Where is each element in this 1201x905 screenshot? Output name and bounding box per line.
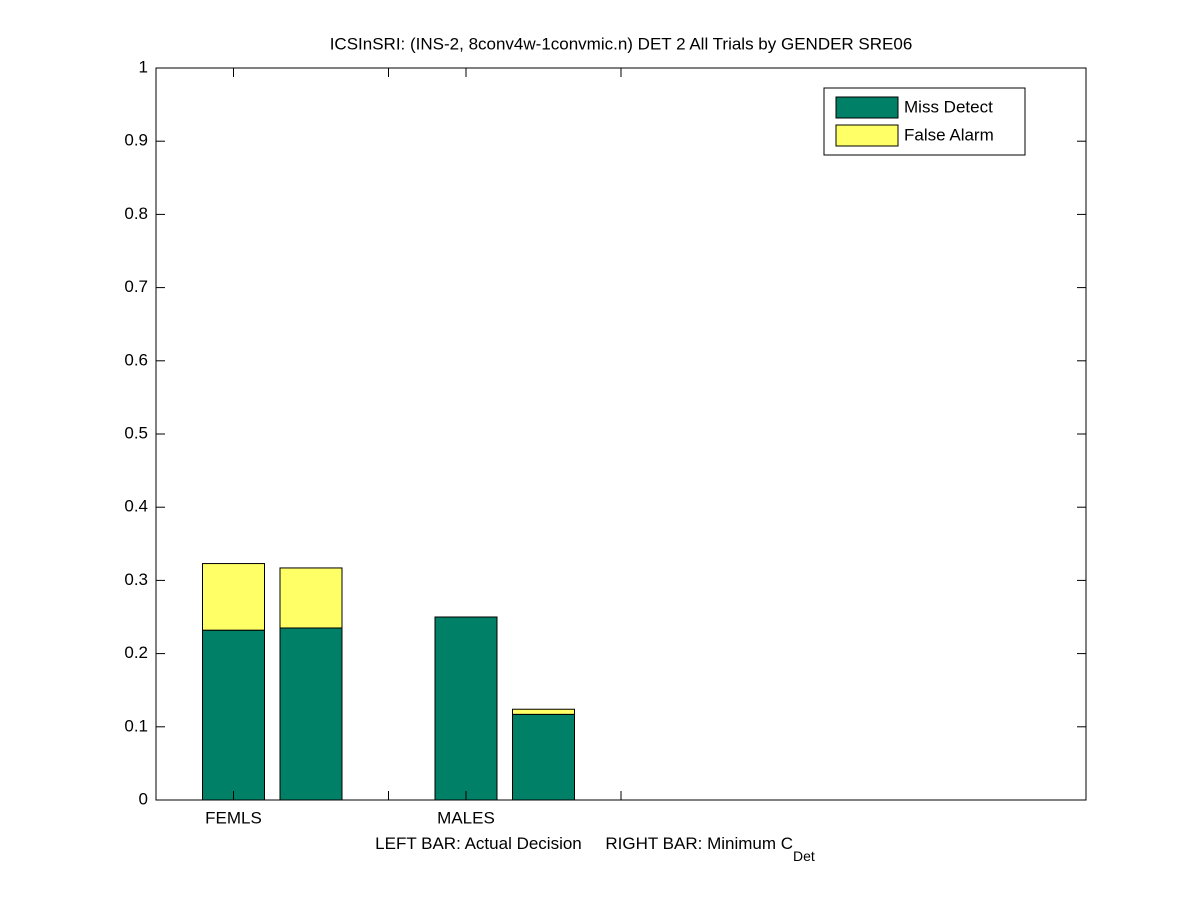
x-axis-label-subscript: Det <box>793 848 815 864</box>
x-tick-label: FEMLS <box>205 808 262 827</box>
legend-label: False Alarm <box>904 125 994 144</box>
y-tick-label: 0.8 <box>124 204 148 223</box>
bar-segment <box>202 563 265 631</box>
y-tick-label: 0 <box>139 789 148 808</box>
y-tick-label: 0.9 <box>124 131 148 150</box>
x-tick-label: MALES <box>437 808 495 827</box>
bar-segment <box>512 713 575 801</box>
bar-segment <box>279 627 343 801</box>
y-tick-label: 0.2 <box>124 643 148 662</box>
x-axis-label: LEFT BAR: Actual Decision RIGHT BAR: Min… <box>375 834 815 863</box>
y-tick-label: 0.5 <box>124 423 148 442</box>
legend-swatch <box>835 124 899 147</box>
bar-segment <box>434 616 498 801</box>
y-tick-label: 0.6 <box>124 350 148 369</box>
x-axis-label-main: LEFT BAR: Actual Decision RIGHT BAR: Min… <box>375 834 793 853</box>
y-tick-label: 0.7 <box>124 277 148 296</box>
y-tick-label: 0.4 <box>124 497 148 516</box>
bar-segment <box>202 629 265 801</box>
y-tick-label: 0.3 <box>124 570 148 589</box>
bar-segment <box>279 567 343 629</box>
legend-swatch <box>835 96 899 119</box>
axes-box <box>155 67 1087 801</box>
y-tick-label: 1 <box>139 57 148 76</box>
legend-label: Miss Detect <box>904 97 993 116</box>
bar-segment <box>512 708 575 715</box>
chart-title: ICSInSRI: (INS-2, 8conv4w-1convmic.n) DE… <box>330 34 913 53</box>
y-tick-label: 0.1 <box>124 716 148 735</box>
